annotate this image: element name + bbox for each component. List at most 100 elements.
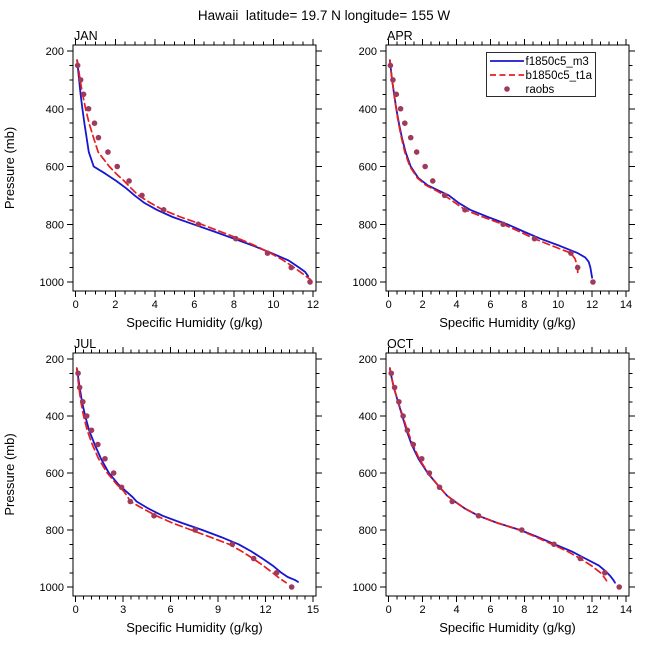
raobs-dot <box>418 455 425 462</box>
raobs-dot <box>118 484 125 491</box>
x-tick-label: 14 <box>620 299 632 311</box>
y-tick-label: 800 <box>46 219 64 231</box>
x-tick-label: 14 <box>620 604 632 616</box>
raobs-dot <box>551 541 557 548</box>
x-axis-label: Specific Humidity (g/kg) <box>439 620 576 635</box>
y-axis-label: Pressure (mb) <box>2 433 17 515</box>
y-tick-label: 400 <box>359 104 377 116</box>
y-tick-label: 800 <box>46 525 64 537</box>
x-tick-label: 4 <box>453 604 459 616</box>
raobs-dot <box>114 163 121 170</box>
raobs-dot <box>160 207 167 213</box>
panel-jan: 0 2 4 6 8 10 12 200 400 600 800 1000 JAN Specific Hum… <box>2 29 322 330</box>
raobs-dots <box>387 62 596 285</box>
b1850c5_t1a-line <box>389 367 608 582</box>
raobs-dot <box>74 62 81 69</box>
x-tick-label: 8 <box>521 604 527 616</box>
raobs-dot <box>413 149 420 155</box>
x-tick-label: 4 <box>453 299 459 311</box>
x-tick-label: 4 <box>152 299 158 311</box>
raobs-dots <box>75 370 295 590</box>
raobs-dot <box>288 264 295 271</box>
y-tick-label: 200 <box>359 46 377 58</box>
x-tick-label: 0 <box>73 604 79 616</box>
x-axis-label: Specific Humidity (g/kg) <box>439 315 576 330</box>
raobs-dot <box>307 279 313 285</box>
raobs-dots <box>388 370 623 590</box>
raobs-dot <box>83 413 90 419</box>
x-tick-label: 0 <box>73 299 79 311</box>
legend-dot-sample <box>504 86 510 92</box>
raobs-dot <box>475 512 482 519</box>
raobs-dot <box>76 384 83 391</box>
panel-oct: 0 2 4 6 8 10 12 14 200 400 600 800 1000 OCT Specific H… <box>353 337 635 635</box>
raobs-dot <box>574 264 581 271</box>
x-tick-label: 10 <box>267 299 279 311</box>
x-tick-label: 12 <box>307 299 319 311</box>
raobs-dot <box>387 62 394 69</box>
x-tick-label: 10 <box>552 604 564 616</box>
f1850c5_m3-line <box>388 367 616 584</box>
x-tick-label: 8 <box>521 299 527 311</box>
raobs-dot <box>436 484 443 491</box>
panel-month-label: JAN <box>74 29 98 43</box>
raobs-dot <box>391 384 398 391</box>
raobs-dot <box>388 370 395 377</box>
panel-jul: 0 3 6 9 12 15 200 400 600 800 1000 JUL Specific Humi… <box>2 337 322 635</box>
x-tick-label: 3 <box>120 604 126 616</box>
raobs-dot <box>95 134 102 141</box>
b1850c5_t1a-line <box>75 367 287 584</box>
raobs-dot <box>273 569 280 576</box>
x-tick-label: 6 <box>487 299 493 311</box>
b1850c5_t1a-line <box>76 59 312 281</box>
x-tick-label: 6 <box>168 604 174 616</box>
raobs-dot <box>75 370 81 377</box>
raobs-dot <box>127 498 134 505</box>
x-tick-label: 8 <box>231 299 237 311</box>
raobs-dot <box>531 235 538 242</box>
y-tick-label: 600 <box>46 162 64 174</box>
y-tick-label: 1000 <box>353 582 377 594</box>
raobs-dot <box>393 91 400 98</box>
y-tick-label: 200 <box>359 354 377 366</box>
x-tick-label: 2 <box>420 604 426 616</box>
x-tick-label: 6 <box>191 299 197 311</box>
x-tick-label: 12 <box>586 604 598 616</box>
raobs-dot <box>407 134 414 141</box>
legend-label: b1850c5_t1a <box>526 70 593 82</box>
raobs-dot <box>91 120 98 126</box>
y-tick-label: 800 <box>359 219 377 231</box>
raobs-dot <box>95 441 101 448</box>
raobs-dot <box>110 470 117 476</box>
raobs-dot <box>396 398 402 405</box>
axis-ticks <box>67 39 322 297</box>
raobs-dot <box>400 413 406 419</box>
axis-ticks <box>380 39 635 297</box>
x-tick-label: 12 <box>259 604 271 616</box>
raobs-dot <box>404 427 411 434</box>
raobs-dot <box>80 398 86 405</box>
raobs-dot <box>80 91 87 98</box>
raobs-dot <box>410 441 417 448</box>
panel-month-label: APR <box>387 29 413 43</box>
raobs-dot <box>192 527 198 533</box>
raobs-dot <box>449 498 456 505</box>
x-tick-label: 12 <box>586 299 598 311</box>
y-tick-label: 600 <box>46 468 64 480</box>
y-tick-label: 1000 <box>353 277 377 289</box>
raobs-dot <box>441 192 448 199</box>
raobs-dot <box>518 527 525 533</box>
raobs-dot <box>229 541 236 548</box>
x-tick-label: 2 <box>420 299 426 311</box>
raobs-dot <box>426 470 433 476</box>
legend-label: raobs <box>526 84 555 96</box>
y-tick-label: 1000 <box>40 277 64 289</box>
page-title: Hawaii latitude= 19.7 N longitude= 155 W <box>197 8 451 23</box>
raobs-dot <box>568 250 574 256</box>
raobs-dot <box>577 555 584 562</box>
x-axis-label: Specific Humidity (g/kg) <box>126 315 263 330</box>
raobs-dot <box>126 178 132 184</box>
legend-label: f1850c5_m3 <box>526 56 589 68</box>
raobs-dot <box>500 221 506 228</box>
